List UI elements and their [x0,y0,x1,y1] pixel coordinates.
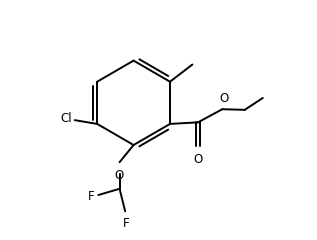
Text: O: O [115,169,124,182]
Text: O: O [219,92,228,105]
Text: Cl: Cl [61,112,72,126]
Text: F: F [88,190,95,203]
Text: F: F [122,217,129,230]
Text: O: O [193,153,203,166]
